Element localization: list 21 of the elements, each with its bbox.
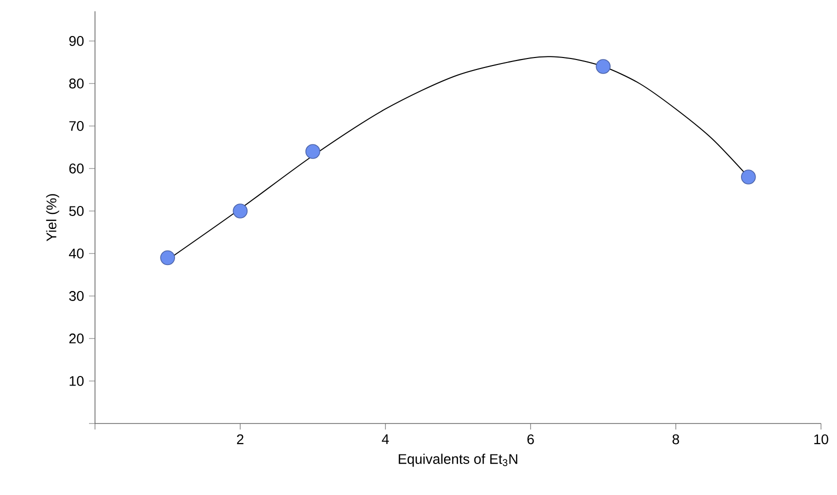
y-tick-label: 20 [69, 334, 84, 344]
x-tick-label: 8 [672, 434, 680, 444]
x-tick-label: 10 [814, 434, 828, 444]
point [596, 59, 611, 74]
y-tick-label: 70 [69, 121, 84, 131]
y-tick-label: 60 [69, 164, 84, 174]
x-tick-label: 2 [237, 434, 244, 444]
x-tick-label: 4 [382, 434, 389, 444]
y-tick-label: 80 [69, 78, 84, 88]
y-axis-title: Yiel (%) [46, 194, 60, 242]
x-tick-label: 6 [527, 434, 534, 444]
point [160, 250, 175, 266]
y-tick-label: 40 [68, 248, 84, 258]
point [305, 144, 320, 159]
y-tick-label: 50 [69, 206, 84, 216]
y-tick-label: 30 [69, 291, 84, 301]
x-axis-title: Equivalents of Et$_{3}$N [398, 454, 518, 467]
point [741, 170, 756, 184]
point [232, 204, 248, 218]
y-tick-label: 10 [70, 376, 84, 386]
y-tick-label: 90 [69, 36, 84, 46]
